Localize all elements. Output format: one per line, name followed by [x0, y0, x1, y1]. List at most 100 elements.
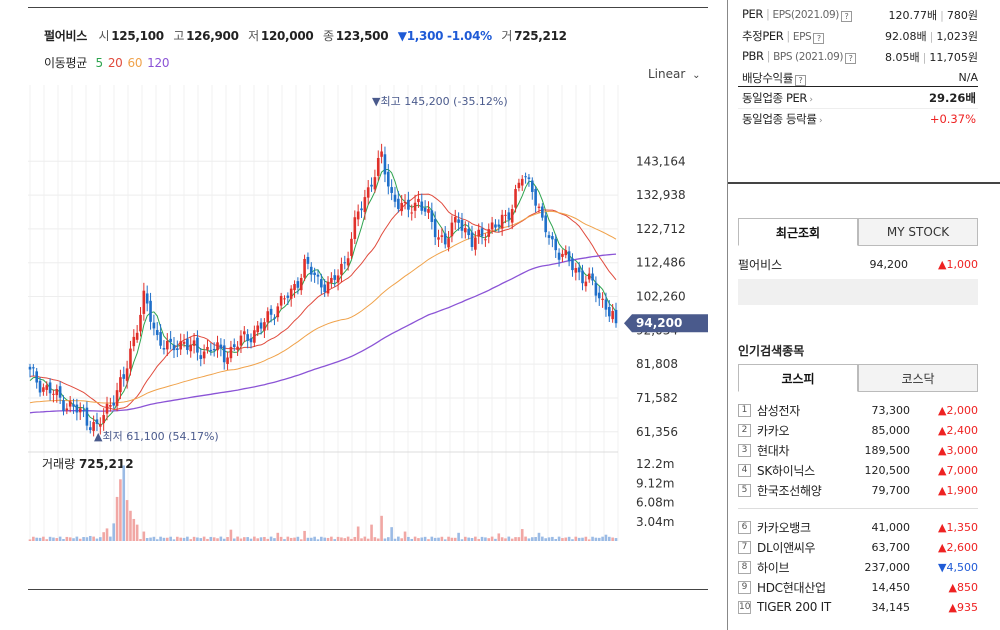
ma60-legend[interactable]: 60	[127, 56, 143, 70]
volume-bar	[246, 537, 249, 541]
candle-body	[480, 228, 484, 237]
popular-item[interactable]: 8 하이브 237,000 ▼4,500	[738, 557, 978, 577]
volume-bar	[597, 537, 601, 541]
help-icon[interactable]: ?	[813, 32, 825, 44]
popular-item[interactable]: 3 현대차 189,500 ▲3,000	[738, 440, 978, 460]
candle-body	[229, 346, 233, 359]
peer-row[interactable]: 동일업종 등락률 › +0.37%	[738, 108, 978, 129]
candle-body	[189, 344, 193, 352]
candle-body	[209, 349, 213, 352]
popular-divider	[738, 508, 978, 509]
volume-bar	[594, 537, 598, 541]
popular-item-change: ▲1,900	[938, 483, 978, 497]
volume-bar	[186, 536, 189, 541]
tab-recent[interactable]: 최근조회	[738, 218, 858, 246]
tab-kosdaq[interactable]: 코스닥	[858, 364, 978, 392]
financial-value: 8.05배	[885, 50, 920, 64]
volume-bar	[430, 536, 434, 541]
candle-body	[152, 322, 156, 329]
candle-body	[541, 206, 544, 218]
volume-bar	[45, 539, 49, 541]
financial-label: 추정PER	[742, 28, 784, 43]
candle-body	[561, 253, 564, 257]
volume-bar	[216, 538, 219, 541]
candle-body	[410, 212, 414, 214]
popular-item[interactable]: 7 DL이앤씨우 63,700 ▲2,600	[738, 537, 978, 557]
popular-item[interactable]: 10 TIGER 200 IT 34,145 ▲935	[738, 597, 978, 617]
volume-bar	[206, 538, 209, 541]
volume-bar	[537, 532, 541, 541]
candle-body	[62, 400, 65, 411]
popular-item[interactable]: 9 HDC현대산업 14,450 ▲850	[738, 577, 978, 597]
ma5-legend[interactable]: 5	[95, 56, 103, 70]
volume-bar	[263, 536, 266, 541]
volume-bar	[72, 538, 75, 541]
candle-body	[283, 298, 286, 300]
y-tick-label: 122,712	[636, 222, 686, 236]
top-divider	[28, 7, 708, 8]
volume-bar	[189, 539, 193, 541]
candle-body	[28, 366, 32, 370]
peer-change-label: 동일업종 등락률	[742, 112, 817, 126]
ma20-legend[interactable]: 20	[107, 56, 123, 70]
volume-bar	[433, 537, 437, 541]
tab-my-stock[interactable]: MY STOCK	[858, 218, 978, 246]
popular-item[interactable]: 5 한국조선해양 79,700 ▲1,900	[738, 480, 978, 500]
volume-bar	[229, 529, 233, 541]
candle-body	[135, 332, 139, 340]
volume-panel-value: 725,212	[79, 457, 134, 471]
candle-body	[530, 180, 534, 192]
volume-bar	[544, 538, 547, 541]
volume-bar	[373, 537, 377, 541]
candle-body	[119, 377, 122, 393]
price-chart[interactable]: 61,35671,58281,80892,034102,260112,48612…	[28, 85, 708, 545]
volume-bar	[490, 536, 494, 541]
volume-bar	[299, 539, 303, 541]
volume-bar	[467, 537, 470, 541]
popular-item[interactable]: 4 SK하이닉스 120,500 ▲7,000	[738, 460, 978, 480]
volume-tick-label: 12.2m	[636, 457, 674, 471]
candle-body	[38, 380, 42, 393]
volume-bar	[450, 537, 454, 541]
recent-item[interactable]: 펄어비스 94,200 ▲1,000	[738, 256, 978, 273]
candle-body	[484, 239, 487, 241]
financial-value: 92.08배	[885, 29, 927, 43]
popular-item-price: 63,700	[871, 540, 911, 554]
volume-bar	[58, 536, 62, 541]
rank-badge: 6	[738, 520, 751, 534]
candle-body	[48, 382, 52, 394]
volume-bar	[386, 537, 390, 541]
volume-bar	[554, 538, 558, 541]
popular-item[interactable]: 1 삼성전자 73,300 ▲2,000	[738, 400, 978, 420]
y-tick-label: 71,582	[636, 391, 678, 405]
candle-body	[109, 404, 112, 407]
peer-summary: 동일업종 PER › 29.26배 동일업종 등락률 › +0.37%	[738, 86, 978, 136]
volume-bar	[561, 538, 564, 541]
candle-body	[155, 329, 159, 335]
volume-bar	[487, 538, 491, 541]
chevron-right-icon: ›	[816, 116, 823, 126]
candle-body	[417, 198, 420, 203]
volume-bar	[259, 537, 263, 541]
popular-item[interactable]: 2 카카오 85,000 ▲2,400	[738, 420, 978, 440]
volume-bar	[393, 538, 397, 541]
ma120-legend[interactable]: 120	[147, 56, 170, 70]
rank-badge: 2	[738, 423, 751, 437]
scale-select[interactable]: Linear ⌄	[648, 67, 701, 81]
volume-bar	[236, 536, 239, 541]
volume-bar	[413, 536, 417, 541]
peer-row[interactable]: 동일업종 PER › 29.26배	[738, 87, 978, 108]
volume-bar	[517, 537, 521, 541]
volume-bar	[614, 538, 618, 541]
candle-body	[323, 284, 326, 293]
help-icon[interactable]: ?	[840, 11, 852, 22]
tab-kospi[interactable]: 코스피	[738, 364, 858, 392]
ma-legend-label: 이동평균	[44, 56, 87, 70]
popular-item-change: ▲2,600	[938, 540, 978, 554]
help-icon[interactable]: ?	[794, 74, 806, 86]
help-icon[interactable]: ?	[845, 53, 857, 64]
volume-bar	[95, 538, 99, 541]
popular-item[interactable]: 6 카카오뱅크 41,000 ▲1,350	[738, 517, 978, 537]
volume-bar	[587, 539, 591, 541]
popular-item-price: 120,500	[864, 463, 911, 477]
